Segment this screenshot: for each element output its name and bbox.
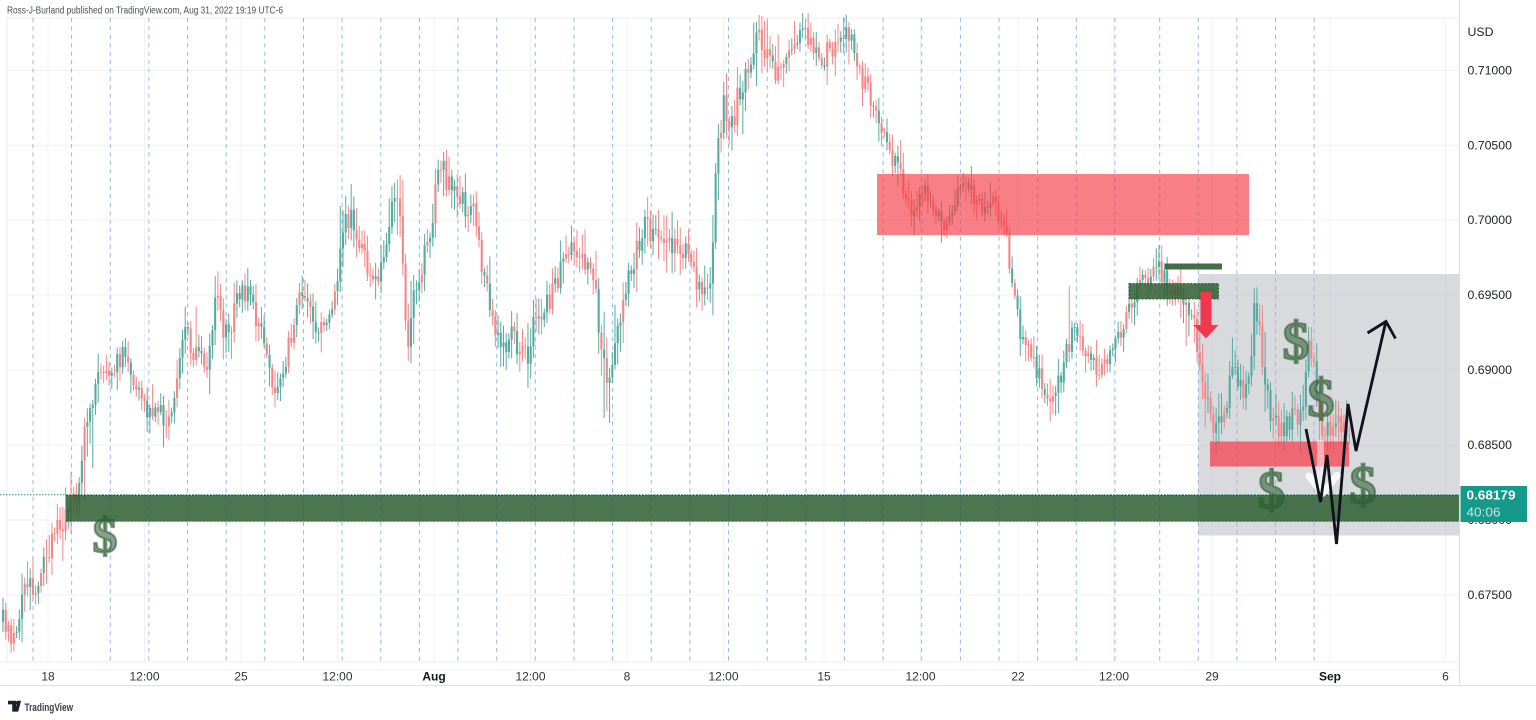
- svg-text:$: $: [1350, 455, 1377, 515]
- svg-text:Sep: Sep: [1319, 670, 1341, 684]
- svg-text:12:00: 12:00: [515, 670, 545, 684]
- svg-text:USD: USD: [1468, 25, 1494, 39]
- svg-text:40:06: 40:06: [1467, 506, 1501, 520]
- svg-text:29: 29: [1205, 670, 1219, 684]
- svg-text:$: $: [1258, 460, 1285, 520]
- svg-text:0.69500: 0.69500: [1468, 288, 1513, 302]
- svg-text:$: $: [93, 507, 118, 563]
- svg-text:15: 15: [817, 670, 831, 684]
- svg-text:Ross-J-Burland published on Tr: Ross-J-Burland published on TradingView.…: [7, 5, 283, 17]
- svg-text:$: $: [1283, 311, 1310, 371]
- svg-text:0.69000: 0.69000: [1468, 363, 1513, 377]
- svg-text:12:00: 12:00: [129, 670, 159, 684]
- svg-text:12:00: 12:00: [708, 670, 738, 684]
- svg-text:0.71000: 0.71000: [1468, 64, 1513, 78]
- svg-text:0.67500: 0.67500: [1468, 588, 1513, 602]
- svg-text:12:00: 12:00: [1099, 670, 1129, 684]
- svg-text:25: 25: [234, 670, 248, 684]
- svg-text:0.70000: 0.70000: [1468, 213, 1513, 227]
- svg-text:TradingView: TradingView: [25, 702, 74, 714]
- svg-text:12:00: 12:00: [322, 670, 352, 684]
- svg-text:8: 8: [624, 670, 631, 684]
- svg-text:0.68179: 0.68179: [1467, 489, 1516, 503]
- svg-text:18: 18: [41, 670, 55, 684]
- svg-text:6: 6: [1442, 670, 1449, 684]
- svg-text:0.70500: 0.70500: [1468, 139, 1513, 153]
- svg-text:Aug: Aug: [422, 670, 445, 684]
- svg-text:12:00: 12:00: [905, 670, 935, 684]
- svg-text:22: 22: [1011, 670, 1025, 684]
- svg-text:$: $: [1308, 368, 1335, 428]
- svg-text:0.68500: 0.68500: [1468, 438, 1513, 452]
